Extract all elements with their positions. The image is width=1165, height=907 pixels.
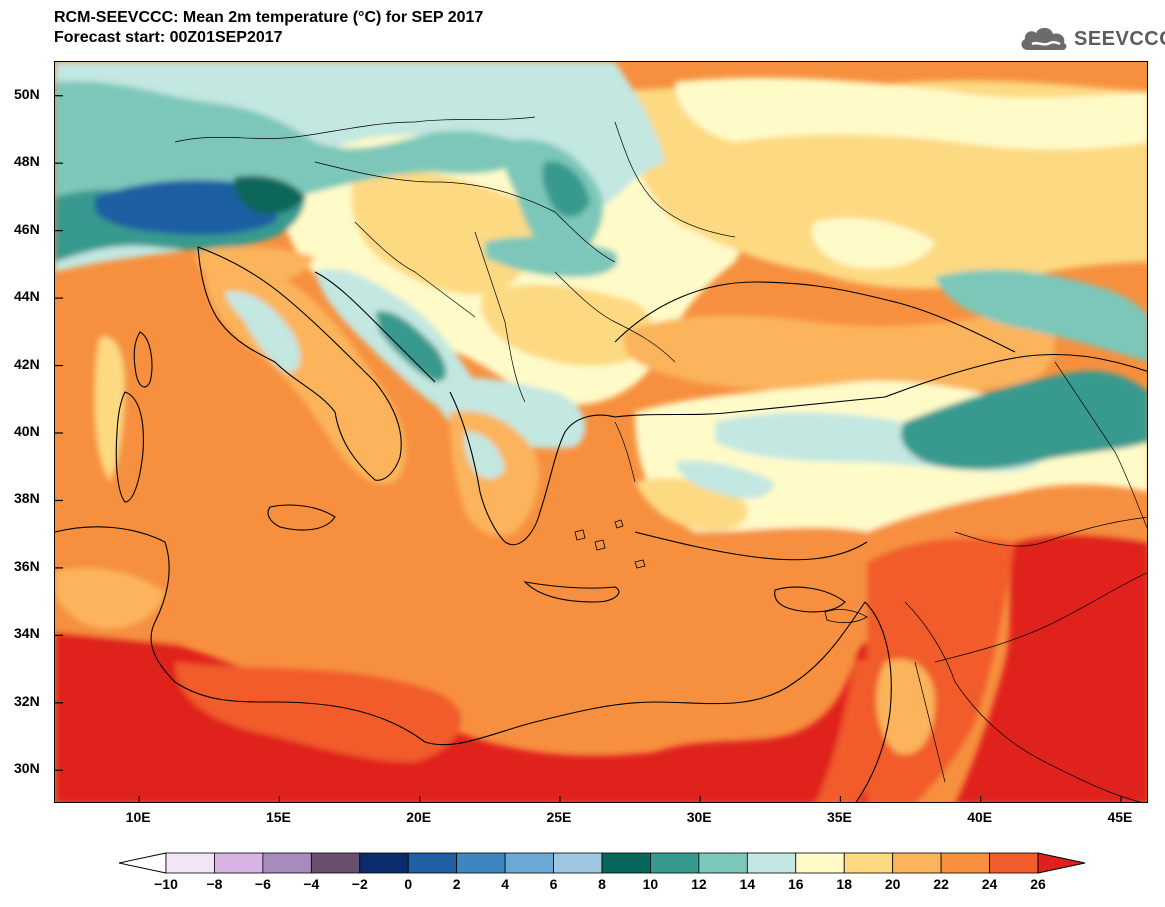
colorbar-label: 20 [884,876,901,892]
lat-tick-label: 32N [14,692,40,709]
colorbar-bin [601,852,651,874]
colorbar-label: −2 [351,876,368,892]
colorbar-bin [407,852,458,874]
colorbar-low-extension [118,852,167,874]
lat-tick-label: 50N [14,85,40,102]
field-dinaric-green [375,311,447,382]
colorbar-label: 22 [933,876,949,892]
colorbar-label: −6 [254,876,271,892]
lat-tick-label: 40N [14,423,40,439]
colorbar-label: 0 [404,876,413,892]
field-west-anatolia-cool [675,460,775,499]
lon-tick-label: 35E [826,809,852,825]
field-carpathian-green [542,161,590,217]
colorbar-bin [940,852,990,874]
colorbar-bin [746,852,797,874]
seevccc-logo: SEEVCCC [1018,22,1165,56]
colorbar-label: 16 [787,876,804,892]
field-anatolia-south [695,490,1147,562]
colorbar-label: −10 [154,876,178,892]
lat-tick-label: 48N [14,153,40,170]
field-alps-light-green [55,81,535,202]
colorbar-label: 24 [981,876,998,892]
colorbar-label: 12 [691,876,707,892]
field-africa-hot [55,617,867,802]
lon-tick-label: 25E [546,809,572,825]
islands [574,519,868,624]
field-po-valley [195,246,315,287]
colorbar-bin [504,852,554,874]
lat-tick-label: 30N [14,760,40,777]
field-med-south-band [55,552,867,695]
colorbar-bin [650,852,700,874]
lon-tick-label: 15E [265,809,291,825]
colorbar-label: −4 [303,876,320,892]
colorbar-label: 4 [501,876,510,892]
colorbar [118,852,1086,874]
field-ukraine-north-light [675,77,1147,150]
colorbar-label: 2 [452,876,461,892]
colorbar-label: 6 [549,876,558,892]
colorbar-label: 18 [836,876,853,892]
lat-tick-label: 34N [14,625,40,642]
colorbar-bin [359,852,409,874]
colorbar-bin [892,852,942,874]
colorbar-bin [843,852,894,874]
colorbar-bin [165,852,215,874]
field-maghreb-coast [55,568,165,629]
field-east-anatolia-green [901,371,1147,470]
field-pannonia-orange [351,169,534,295]
lat-tick-label: 46N [14,220,40,237]
cloud-icon [1021,27,1067,50]
field-south-carpathian [485,236,618,277]
coastlines [55,246,1147,802]
colorbar-label: 8 [598,876,606,892]
colorbar-bin [214,852,264,874]
field-arabia-hot [955,521,1147,802]
lat-tick-label: 44N [14,288,40,305]
field-caucasus-light [935,269,1147,362]
field-corsica-sardinia [94,336,125,482]
field-crimea-cool [812,218,935,269]
colorbar-bin [456,852,506,874]
field-greece-cool [464,431,505,479]
field-ne-africa-red [55,622,175,802]
map-title: RCM-SEEVCCC: Mean 2m temperature (°C) fo… [54,9,484,26]
field-black-sea [623,312,1055,392]
colorbar-bin [310,852,361,874]
temperature-map [54,61,1148,803]
lat-tick-label: 38N [14,490,40,507]
field-apennines-cool [225,291,301,373]
colorbar-label: 26 [1030,876,1046,892]
field-libya-warm [175,662,462,762]
colorbar-bin [553,852,603,874]
longitude-ticks [138,796,1122,802]
colorbar-label: 14 [739,876,756,892]
country-borders [174,116,1147,802]
colorbar-label: 10 [642,876,659,892]
field-romania-orange [481,284,654,366]
lon-tick-label: 45E [1107,809,1133,825]
colorbar-bin [989,852,1039,874]
lon-tick-label: 10E [125,809,151,825]
lat-tick-label: 42N [14,355,40,372]
lon-tick-label: 30E [686,809,712,825]
lon-tick-label: 20E [406,809,432,825]
colorbar-bin [698,852,748,874]
colorbar-bin [795,852,845,874]
colorbar-high-extension [1037,852,1086,874]
field-alps-dark [95,180,278,235]
colorbar-label: −8 [206,876,223,892]
forecast-start-label: Forecast start: 00Z01SEP2017 [54,29,283,46]
lon-tick-label: 40E [967,809,993,825]
field-alps-dark-green [233,175,305,214]
lat-tick-label: 36N [14,557,40,574]
colorbar-bin [262,852,312,874]
logo-text: SEEVCCC [1074,27,1165,50]
latitude-ticks [55,95,63,771]
